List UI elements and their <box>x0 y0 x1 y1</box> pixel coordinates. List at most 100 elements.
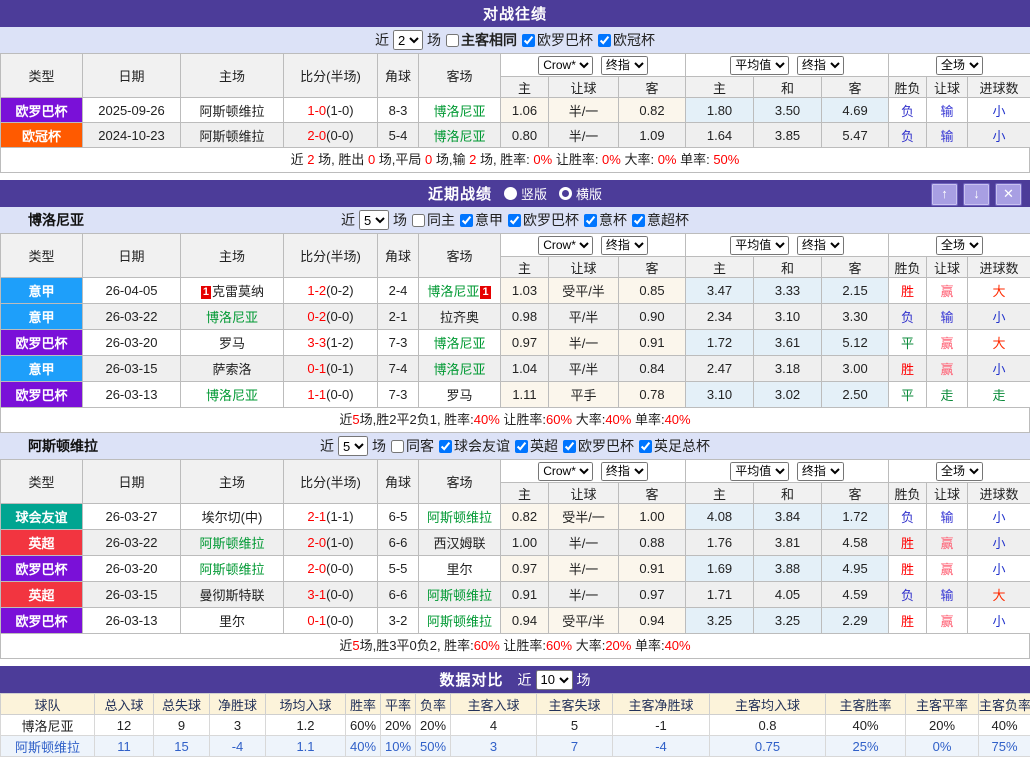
away-team-name[interactable]: 西汉姆联 <box>433 536 485 551</box>
away-team-cell[interactable]: 里尔 <box>419 556 501 582</box>
league-cell[interactable]: 欧冠杯 <box>1 123 83 148</box>
away-team-cell[interactable]: 阿斯顿维拉 <box>419 504 501 530</box>
away-team-cell[interactable]: 阿斯顿维拉 <box>419 608 501 634</box>
away-team-cell[interactable]: 西汉姆联 <box>419 530 501 556</box>
home-team-name[interactable]: 阿斯顿维拉 <box>199 129 264 144</box>
home-team-name[interactable]: 罗马 <box>219 336 245 351</box>
compare-team-name[interactable]: 阿斯顿维拉 <box>1 736 95 757</box>
home-team-name[interactable]: 里尔 <box>219 614 245 629</box>
home-team-name[interactable]: 阿斯顿维拉 <box>199 562 264 577</box>
home-team-cell[interactable]: 博洛尼亚 <box>181 382 284 408</box>
h2h-recent-select[interactable]: 2 <box>393 30 423 50</box>
league-filter-checkbox[interactable]: 球会友谊 <box>439 436 510 456</box>
final-odds-select[interactable]: 终指 <box>601 56 648 75</box>
final-odds-select-2[interactable]: 终指 <box>797 56 844 75</box>
league-filter-checkbox[interactable]: 意超杯 <box>632 210 689 230</box>
home-team-cell[interactable]: 曼彻斯特联 <box>181 582 284 608</box>
away-team-name[interactable]: 罗马 <box>446 388 472 403</box>
league-cell[interactable]: 球会友谊 <box>1 504 83 530</box>
fulltime-select[interactable]: 全场 <box>936 462 983 481</box>
away-team-name[interactable]: 博洛尼亚 <box>427 284 479 299</box>
away-team-cell[interactable]: 阿斯顿维拉 <box>419 582 501 608</box>
fulltime-select[interactable]: 全场 <box>936 56 983 75</box>
final-odds-select[interactable]: 终指 <box>601 462 648 481</box>
away-team-cell[interactable]: 博洛尼亚 <box>419 98 501 123</box>
away-team-name[interactable]: 阿斯顿维拉 <box>427 614 492 629</box>
league-cell[interactable]: 意甲 <box>1 356 83 382</box>
away-team-name[interactable]: 博洛尼亚 <box>433 362 485 377</box>
league-cell[interactable]: 意甲 <box>1 278 83 304</box>
away-team-name[interactable]: 阿斯顿维拉 <box>427 510 492 525</box>
vertical-layout-radio[interactable] <box>504 187 517 200</box>
away-team-name[interactable]: 里尔 <box>446 562 472 577</box>
league-filter-checkbox[interactable]: 欧冠杯 <box>598 30 655 50</box>
scroll-up-button[interactable]: ↑ <box>931 183 958 206</box>
home-team-name[interactable]: 埃尔切(中) <box>202 510 263 525</box>
league-cell[interactable]: 英超 <box>1 530 83 556</box>
average-select[interactable]: 平均值 <box>730 236 789 255</box>
home-team-name[interactable]: 博洛尼亚 <box>206 388 258 403</box>
compare-recent-select[interactable]: 10 <box>536 670 573 690</box>
away-team-name[interactable]: 拉齐奥 <box>440 310 479 325</box>
home-team-name[interactable]: 萨索洛 <box>212 362 251 377</box>
villa-recent-select[interactable]: 5 <box>338 436 368 456</box>
home-team-cell[interactable]: 萨索洛 <box>181 356 284 382</box>
home-team-cell[interactable]: 阿斯顿维拉 <box>181 123 284 148</box>
home-team-name[interactable]: 阿斯顿维拉 <box>199 104 264 119</box>
league-filter-checkbox[interactable]: 意杯 <box>584 210 627 230</box>
league-cell[interactable]: 欧罗巴杯 <box>1 556 83 582</box>
away-team-cell[interactable]: 博洛尼亚 <box>419 330 501 356</box>
home-team-cell[interactable]: 博洛尼亚 <box>181 304 284 330</box>
home-team-cell[interactable]: 阿斯顿维拉 <box>181 98 284 123</box>
away-team-name[interactable]: 博洛尼亚 <box>433 129 485 144</box>
away-team-name[interactable]: 阿斯顿维拉 <box>427 588 492 603</box>
league-cell[interactable]: 欧罗巴杯 <box>1 98 83 123</box>
close-button[interactable]: ✕ <box>995 183 1022 206</box>
home-team-cell[interactable]: 阿斯顿维拉 <box>181 556 284 582</box>
league-filter-checkbox[interactable]: 欧罗巴杯 <box>508 210 579 230</box>
bookmaker-select[interactable]: Crow* <box>538 236 593 255</box>
league-filter-checkbox[interactable]: 欧罗巴杯 <box>563 436 634 456</box>
home-team-cell[interactable]: 阿斯顿维拉 <box>181 530 284 556</box>
away-team-cell[interactable]: 罗马 <box>419 382 501 408</box>
league-cell[interactable]: 欧罗巴杯 <box>1 382 83 408</box>
league-filter-checkbox[interactable]: 欧罗巴杯 <box>522 30 593 50</box>
league-filter-checkbox[interactable]: 意甲 <box>460 210 503 230</box>
away-team-cell[interactable]: 博洛尼亚 <box>419 356 501 382</box>
home-team-cell[interactable]: 埃尔切(中) <box>181 504 284 530</box>
home-team-name[interactable]: 阿斯顿维拉 <box>199 536 264 551</box>
average-select[interactable]: 平均值 <box>730 56 789 75</box>
same-home-checkbox[interactable]: 同主 <box>412 210 455 230</box>
bologna-recent-select[interactable]: 5 <box>359 210 389 230</box>
horizontal-layout-radio[interactable] <box>559 187 572 200</box>
final-odds-select-2[interactable]: 终指 <box>797 236 844 255</box>
fulltime-select[interactable]: 全场 <box>936 236 983 255</box>
bookmaker-select[interactable]: Crow* <box>538 462 593 481</box>
home-team-cell[interactable]: 里尔 <box>181 608 284 634</box>
same-away-checkbox[interactable]: 同客 <box>391 436 434 456</box>
home-team-name[interactable]: 曼彻斯特联 <box>199 588 264 603</box>
home-team-name[interactable]: 博洛尼亚 <box>206 310 258 325</box>
final-odds-select-2[interactable]: 终指 <box>797 462 844 481</box>
league-filter-checkbox[interactable]: 英超 <box>515 436 558 456</box>
away-team-name[interactable]: 博洛尼亚 <box>433 104 485 119</box>
final-odds-select[interactable]: 终指 <box>601 236 648 255</box>
same-home-away-checkbox[interactable]: 主客相同 <box>446 30 517 50</box>
league-cell[interactable]: 英超 <box>1 582 83 608</box>
league-cell[interactable]: 意甲 <box>1 304 83 330</box>
scroll-down-button[interactable]: ↓ <box>963 183 990 206</box>
away-team-cell[interactable]: 拉齐奥 <box>419 304 501 330</box>
home-team-name[interactable]: 克雷莫纳 <box>212 284 264 299</box>
league-cell[interactable]: 欧罗巴杯 <box>1 330 83 356</box>
col-corner: 角球 <box>378 54 419 98</box>
average-select[interactable]: 平均值 <box>730 462 789 481</box>
bookmaker-select[interactable]: Crow* <box>538 56 593 75</box>
compare-team-name[interactable]: 博洛尼亚 <box>1 715 95 736</box>
league-filter-checkbox[interactable]: 英足总杯 <box>639 436 710 456</box>
home-team-cell[interactable]: 罗马 <box>181 330 284 356</box>
away-team-name[interactable]: 博洛尼亚 <box>433 336 485 351</box>
away-team-cell[interactable]: 博洛尼亚 <box>419 123 501 148</box>
league-cell[interactable]: 欧罗巴杯 <box>1 608 83 634</box>
